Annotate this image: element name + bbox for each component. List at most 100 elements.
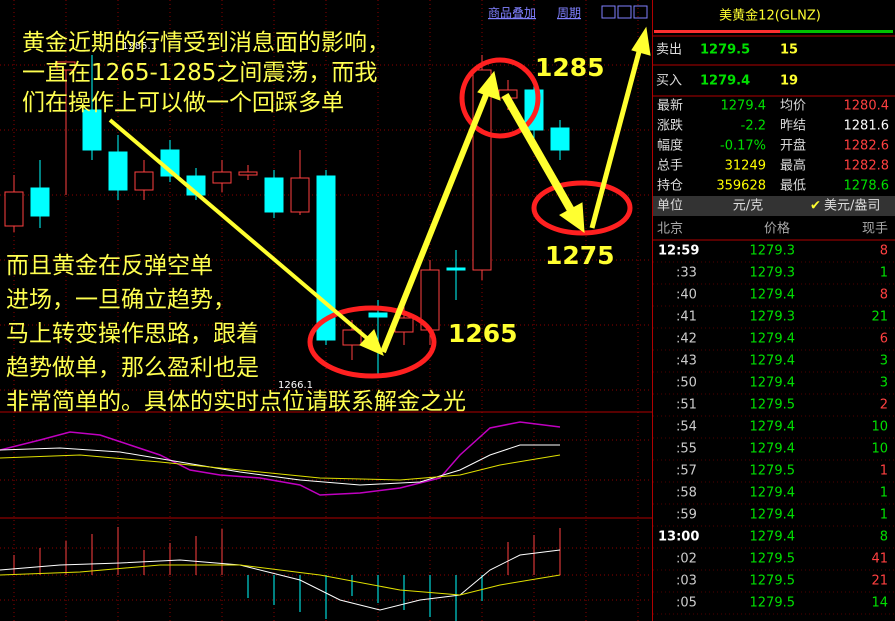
unit-option[interactable]: 美元/盎司 — [824, 199, 880, 214]
tick-price: 1279.4 — [750, 508, 796, 523]
side-volume: 19 — [780, 74, 798, 89]
nav-buttons[interactable] — [601, 5, 648, 19]
macd-line — [0, 549, 561, 611]
side-label: 买入 — [656, 74, 682, 89]
stat-value: 1282.6 — [844, 139, 890, 154]
stat-value: -2.2 — [741, 119, 766, 134]
ticks-header: 价格 — [764, 221, 790, 237]
stat-value: 1278.6 — [844, 179, 890, 194]
tick-time: :42 — [676, 332, 697, 347]
high-label: 1285.1 — [122, 41, 157, 52]
annotation-text: 马上转变操作思路，跟着 — [6, 321, 259, 347]
overlay-button[interactable]: 商品叠加 — [488, 5, 536, 20]
tick-price: 1279.4 — [750, 288, 796, 303]
tick-time: :02 — [676, 552, 697, 567]
period-button[interactable]: 周期 — [557, 6, 581, 20]
stat-label: 涨跌 — [657, 118, 683, 134]
tick-volume: 41 — [871, 552, 888, 567]
macd-line — [0, 564, 561, 596]
tick-volume: 3 — [880, 376, 888, 391]
level-label: 1285 — [535, 53, 605, 82]
side-volume: 15 — [780, 43, 798, 58]
stat-value: 359628 — [716, 179, 766, 194]
indicator-line — [0, 444, 560, 486]
tick-volume: 10 — [871, 442, 888, 457]
stat-value: 1279.4 — [721, 99, 767, 114]
tick-time: :51 — [676, 398, 697, 413]
tick-volume: 10 — [871, 420, 888, 435]
stat-label: 开盘 — [780, 138, 806, 154]
tick-volume: 1 — [880, 266, 888, 281]
quote-body: 卖出 1279.5 15 买入 1279.4 19 最新 1279.4 均价 1280.4 涨跌 -2… — [653, 35, 895, 615]
ticks-header: 现手 — [862, 222, 888, 237]
stat-value: -0.17% — [720, 139, 766, 154]
stat-value: 1280.4 — [844, 99, 890, 114]
tick-volume: 14 — [871, 596, 888, 611]
stat-label: 最高 — [780, 158, 806, 174]
tick-time: :40 — [676, 288, 697, 303]
stat-label: 幅度 — [657, 138, 683, 154]
unit-check: ✔ — [810, 199, 821, 214]
tick-time: :55 — [676, 442, 697, 457]
tick-price: 1279.4 — [750, 442, 796, 457]
stat-label: 最低 — [780, 179, 806, 194]
tick-volume: 8 — [880, 244, 888, 259]
tick-price: 1279.5 — [750, 464, 796, 479]
annotation-text: 进场，一旦确立趋势， — [6, 287, 236, 313]
tick-volume: 1 — [880, 486, 888, 501]
tick-price: 1279.4 — [750, 354, 796, 369]
tick-price: 1279.4 — [750, 486, 796, 501]
stat-value: 31249 — [725, 159, 766, 174]
tick-price: 1279.5 — [750, 596, 796, 611]
tick-volume: 1 — [880, 508, 888, 523]
stat-label: 最新 — [657, 98, 683, 114]
stat-value: 1282.8 — [844, 159, 890, 174]
tick-time: :41 — [676, 310, 697, 325]
tick-price: 1279.3 — [750, 266, 796, 281]
level-label: 1275 — [545, 241, 615, 270]
tick-price: 1279.5 — [750, 552, 796, 567]
strength-bar — [654, 30, 780, 33]
tick-time: :59 — [676, 508, 697, 523]
annotation-text: 们在操作上可以做一个回踩多单 — [22, 90, 344, 116]
stat-label: 总手 — [657, 159, 683, 174]
tick-time: :03 — [676, 574, 697, 589]
stat-label: 均价 — [780, 99, 806, 114]
annotation-text: 趋势做单，那么盈利也是 — [6, 355, 259, 381]
tick-time: :57 — [676, 464, 697, 479]
tick-time: :43 — [676, 354, 697, 369]
tick-volume: 1 — [880, 464, 888, 479]
stat-value: 1281.6 — [844, 119, 890, 134]
unit-label: 单位 — [657, 199, 683, 214]
side-price: 1279.4 — [700, 74, 750, 89]
indicator-line — [0, 454, 561, 481]
annotations: 黄金近期的行情受到消息面的影响， 一直在1265-1285之间震荡，而我们在操作上… — [6, 30, 466, 415]
annotation-text: 非常简单的。具体的实时点位请联系解金之光 — [6, 389, 466, 415]
quote-title: 美黄金12(GLNZ) — [719, 8, 821, 24]
tick-volume: 21 — [871, 310, 888, 325]
tick-price: 1279.5 — [750, 398, 796, 413]
tick-price: 1279.3 — [750, 244, 796, 259]
annotation-text: 黄金近期的行情受到消息面的影响， — [22, 30, 390, 56]
strength-bar — [780, 30, 893, 33]
tick-time: :58 — [676, 486, 697, 501]
stat-label: 持仓 — [657, 179, 683, 194]
tick-volume: 6 — [880, 332, 888, 347]
low-label: 1266.1 — [278, 380, 313, 391]
annotation-text: 一直在1265-1285之间震荡，而我 — [22, 60, 377, 86]
ticks-header: 北京 — [657, 222, 683, 237]
side-label: 卖出 — [656, 43, 682, 58]
tick-price: 1279.4 — [750, 420, 796, 435]
tick-volume: 8 — [880, 530, 888, 545]
tick-price: 1279.5 — [750, 574, 796, 589]
tick-time: :50 — [676, 376, 697, 391]
tick-volume: 8 — [880, 288, 888, 303]
tick-price: 1279.4 — [750, 376, 796, 391]
tick-price: 1279.3 — [750, 310, 796, 325]
stat-label: 昨结 — [780, 119, 806, 134]
ellipses — [307, 57, 633, 379]
chart-grid — [0, 0, 652, 621]
tick-price: 1279.4 — [750, 332, 796, 347]
tick-time: :05 — [676, 596, 697, 611]
